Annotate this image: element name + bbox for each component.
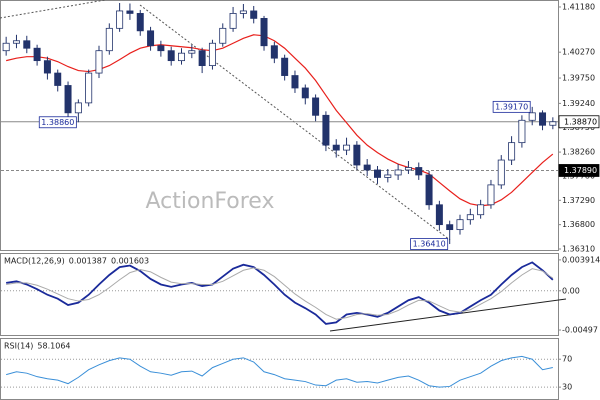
candle-body	[198, 50, 206, 67]
candle-body	[219, 27, 227, 44]
candle-body	[281, 57, 289, 76]
y-tick-label: 70	[562, 355, 572, 364]
candle-body	[23, 40, 31, 49]
candle-body	[85, 72, 93, 104]
candle-body	[136, 13, 144, 32]
candle-body	[105, 27, 113, 52]
trend-line	[139, 4, 451, 241]
y-tick-label: 1.39240	[562, 99, 595, 108]
watermark: ActionForex	[146, 189, 275, 214]
candle-body	[415, 167, 423, 176]
y-tick-label: 0.003914	[562, 255, 600, 264]
indicator-value: 0.001603	[111, 257, 149, 266]
y-tick-label: 1.40270	[562, 48, 595, 57]
candle-body	[353, 144, 361, 166]
price-marker-label: 1.38870	[564, 117, 597, 126]
candle-body	[497, 159, 505, 186]
y-tick-label: 0.00	[562, 286, 580, 295]
price-marker	[558, 164, 600, 177]
price-marker	[558, 115, 600, 129]
price-panel-frame	[0, 0, 559, 251]
candle-body	[549, 121, 557, 126]
annotation-label: 1.38860	[41, 118, 74, 127]
annotation-box	[492, 100, 531, 113]
indicator-title: RSI(14)	[4, 342, 33, 351]
indicator-value: 0.001387	[69, 257, 107, 266]
candle-body	[178, 52, 186, 62]
y-tick-label: 1.36800	[562, 220, 595, 229]
candle-body	[74, 102, 82, 114]
candle-body	[394, 169, 402, 176]
candle-body	[167, 50, 175, 62]
annotation: 1.36410	[410, 238, 449, 250]
candle-body	[239, 10, 247, 14]
candle-body	[126, 10, 134, 14]
candle-body	[332, 144, 340, 151]
macd-trend-line	[329, 298, 567, 332]
indicator-line	[6, 355, 553, 388]
annotation: 1.39170	[492, 100, 531, 113]
candle-body	[301, 87, 309, 99]
candle-body	[528, 112, 536, 121]
y-tick-label: 1.41180	[562, 2, 595, 11]
candle-body	[539, 112, 547, 126]
annotation-label: 1.36410	[413, 240, 446, 249]
candle-body	[54, 72, 62, 86]
candle-body	[477, 204, 485, 216]
candle-body	[157, 45, 165, 52]
candle-body	[363, 164, 371, 171]
candle-body	[404, 167, 412, 171]
macd-panel-frame	[0, 253, 559, 336]
candle-body	[270, 45, 278, 59]
candle-body	[291, 75, 299, 89]
annotation-box	[38, 116, 77, 129]
candle-body	[384, 174, 392, 178]
candle-body	[147, 30, 155, 47]
candle-body	[373, 169, 381, 178]
price-marker-label: 1.37890	[564, 166, 597, 175]
candle-body	[12, 40, 20, 44]
y-tick-label: 1.37290	[562, 196, 595, 205]
candle-body	[435, 204, 443, 226]
candle-body	[466, 214, 474, 221]
annotation: 1.38860	[38, 116, 77, 129]
candle-body	[446, 224, 454, 231]
candle-body	[312, 97, 320, 116]
trend-line	[0, 0, 106, 19]
candle-body	[250, 10, 258, 19]
candle-body	[43, 60, 51, 74]
candle-body	[343, 144, 351, 151]
candle-body	[208, 42, 216, 67]
indicator-value: 58.1064	[37, 342, 70, 351]
candle-body	[188, 50, 196, 54]
y-tick-label: -0.00497	[562, 326, 598, 335]
y-tick-label: 1.38260	[562, 148, 595, 157]
candle-body	[64, 85, 72, 114]
candle-body	[322, 114, 330, 146]
candle-body	[456, 219, 464, 231]
y-tick-label: 30	[562, 383, 572, 392]
indicator-line	[6, 267, 554, 320]
candle-body	[518, 119, 526, 144]
candle-body	[229, 13, 237, 29]
y-tick-label: 1.36310	[562, 245, 595, 254]
candle-body	[95, 50, 103, 74]
candle-body	[260, 17, 268, 47]
candle-body	[2, 42, 10, 52]
candle-body	[508, 142, 516, 161]
indicator-title: MACD(12,26,9)	[4, 257, 65, 266]
annotation-box	[410, 238, 449, 250]
candle-body	[33, 47, 41, 62]
candle-body	[116, 10, 124, 29]
candle-body	[425, 174, 433, 206]
y-tick-label: 1.39750	[562, 74, 595, 83]
candle-body	[487, 184, 495, 206]
annotation-label: 1.39170	[495, 102, 528, 111]
